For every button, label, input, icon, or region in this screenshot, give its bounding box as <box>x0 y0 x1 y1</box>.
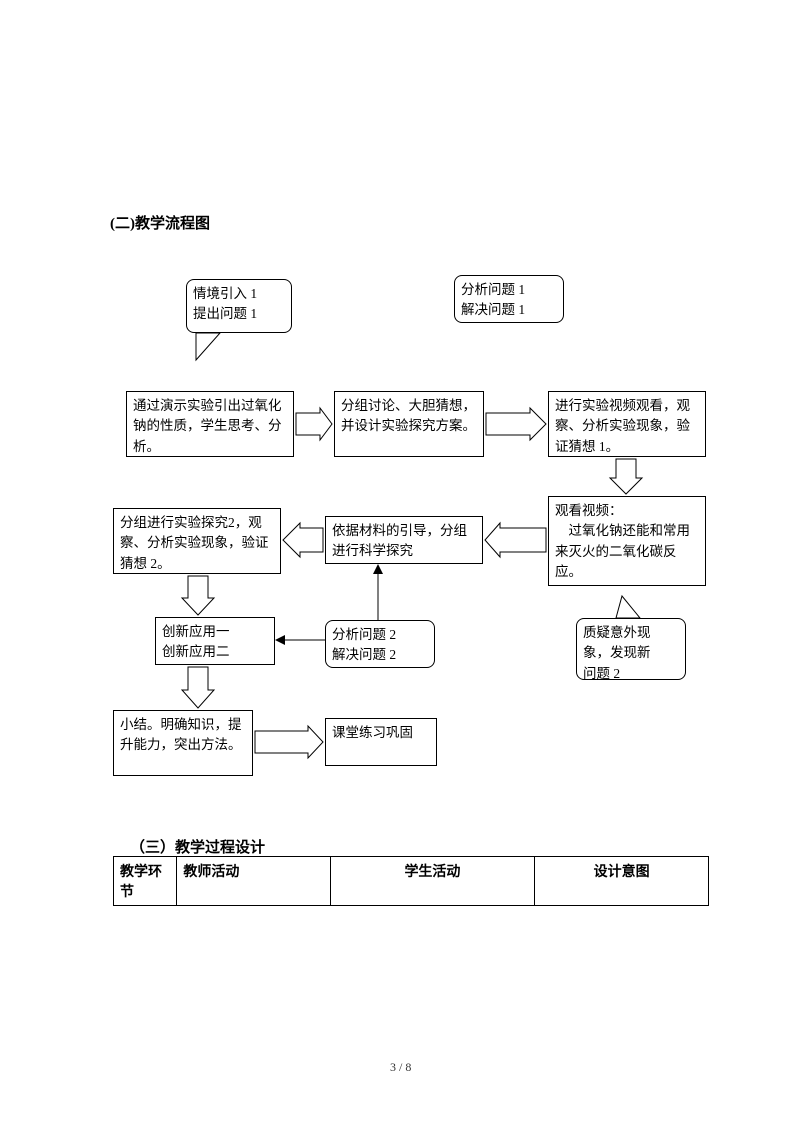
table-header: 教师活动 <box>177 857 330 906</box>
callout-line: 质疑意外现 <box>583 623 679 643</box>
text-line: 创新应用一 <box>162 622 268 642</box>
section-3-title: （三）教学过程设计 <box>130 836 265 857</box>
callout-line: 象，发现新 <box>583 643 679 663</box>
box-practice: 课堂练习巩固 <box>325 718 437 766</box>
section-2-title: (二)教学流程图 <box>110 212 210 233</box>
callout-context-1: 情境引入 1 提出问题 1 <box>186 279 292 333</box>
text-line: 分析问题 2 <box>332 625 428 645</box>
box-guided-inquiry: 依据材料的引导，分组进行科学探究 <box>325 516 483 564</box>
callout-question: 质疑意外现 象，发现新 问题 2 <box>576 618 686 680</box>
table-header: 教学环节 <box>114 857 177 906</box>
box-group-discuss: 分组讨论、大胆猜想，并设计实验探究方案。 <box>334 391 484 457</box>
table-header: 学生活动 <box>330 857 534 906</box>
box-demo-experiment: 通过演示实验引出过氧化钠的性质，学生思考、分析。 <box>126 391 294 457</box>
box-summary: 小结。明确知识，提升能力，突出方法。 <box>113 710 253 776</box>
text-line: 解决问题 1 <box>461 300 557 320</box>
process-table: 教学环节 教师活动 学生活动 设计意图 <box>113 856 709 906</box>
text-line: 分析问题 1 <box>461 280 557 300</box>
analyze-solve-2: 分析问题 2 解决问题 2 <box>325 620 435 668</box>
page: { "section2_title": "(二)教学流程图", "callout… <box>0 0 800 1132</box>
box-innovation: 创新应用一 创新应用二 <box>155 617 275 665</box>
callout-line: 情境引入 1 <box>193 284 285 304</box>
table-header: 设计意图 <box>535 857 709 906</box>
text-line: 创新应用二 <box>162 642 268 662</box>
page-number: 3 / 8 <box>390 1060 411 1075</box>
analyze-solve-1: 分析问题 1 解决问题 1 <box>454 275 564 323</box>
box-group-experiment-2: 分组进行实验探究2，观察、分析实验现象，验证猜想 2。 <box>113 508 281 574</box>
text-line: 解决问题 2 <box>332 645 428 665</box>
callout-line: 问题 2 <box>583 664 679 684</box>
callout-line: 提出问题 1 <box>193 304 285 324</box>
box-video-question: 观看视频： 过氧化钠还能和常用来灭火的二氧化碳反应。 <box>548 496 706 586</box>
box-watch-video: 进行实验视频观看，观察、分析实验现象，验证猜想 1。 <box>548 391 706 457</box>
